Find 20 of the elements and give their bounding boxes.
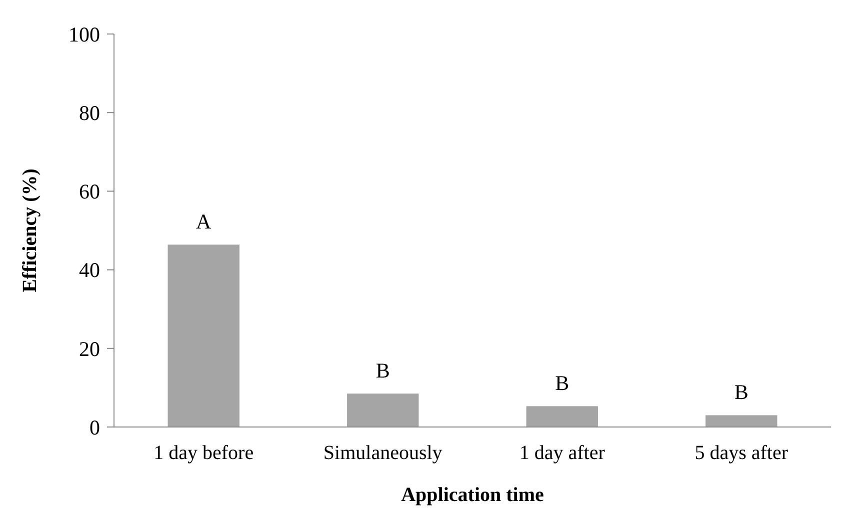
y-tick-label: 40 [79, 258, 100, 282]
bar [526, 406, 598, 427]
y-axis-title: Efficiency (%) [19, 168, 41, 292]
x-tick-label: 1 day before [154, 442, 254, 464]
y-tick-label: 60 [79, 180, 100, 204]
y-tick-label: 0 [90, 415, 100, 440]
bar [168, 244, 240, 427]
annotation: A [196, 210, 212, 234]
y-tick-label: 20 [79, 336, 100, 361]
annotation: B [734, 380, 748, 404]
annotation: B [376, 358, 390, 383]
y-tick-label: 100 [68, 22, 100, 46]
x-tick-label: Simulaneously [323, 442, 442, 464]
x-tick-label: 5 days after [694, 442, 788, 464]
annotation: B [555, 371, 570, 396]
x-axis-title: Application time [401, 484, 544, 506]
y-tick-label: 80 [79, 100, 100, 125]
x-tick-label: 1 day after [519, 442, 606, 464]
bar [706, 415, 778, 427]
bar [347, 394, 419, 427]
